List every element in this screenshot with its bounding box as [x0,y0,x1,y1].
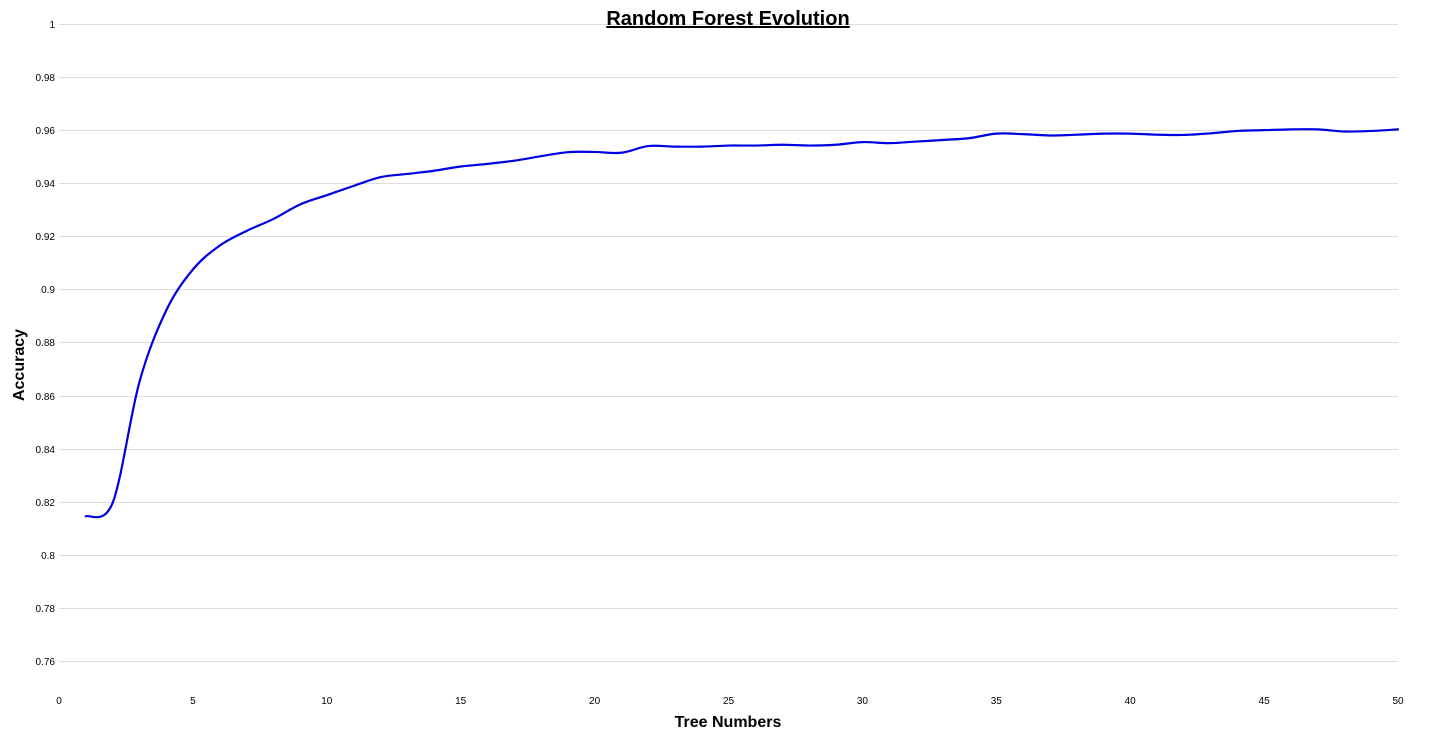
y-tick-label: 0.86 [36,392,56,403]
x-tick-label: 5 [190,696,196,707]
y-tick-label: 0.98 [36,73,56,84]
y-tick-label: 0.76 [36,657,56,668]
y-tick-label: 0.88 [36,338,56,349]
y-tick-label: 0.8 [41,551,55,562]
x-tick-label: 30 [857,696,869,707]
y-tick-label: 0.92 [36,232,56,243]
accuracy-series-line [84,128,1400,519]
x-tick-label: 10 [321,696,333,707]
y-tick-label: 0.96 [36,126,56,137]
series-group [84,128,1400,519]
x-axis-ticks: 0 5 10 15 20 25 30 35 40 45 50 [56,696,1404,707]
y-tick-label: 0.9 [41,285,55,296]
y-axis-ticks: 0.76 0.78 0.8 0.82 0.84 0.86 0.88 0.9 0.92 0.94 0.… [36,20,56,668]
x-tick-label: 0 [56,696,62,707]
y-tick-label: 1 [49,20,55,31]
y-axis-title: Accuracy [11,329,28,401]
grid-lines [59,24,1398,662]
x-tick-label: 15 [455,696,467,707]
y-tick-label: 0.84 [36,445,56,456]
x-tick-label: 35 [991,696,1003,707]
y-tick-label: 0.78 [36,604,56,615]
x-tick-label: 40 [1125,696,1137,707]
x-tick-label: 50 [1392,696,1404,707]
y-tick-label: 0.94 [36,179,56,190]
chart-title: Random Forest Evolution [606,8,849,30]
x-tick-label: 45 [1259,696,1271,707]
y-tick-label: 0.82 [36,498,56,509]
x-tick-label: 20 [589,696,601,707]
x-tick-label: 25 [723,696,735,707]
x-axis-title: Tree Numbers [675,714,782,731]
